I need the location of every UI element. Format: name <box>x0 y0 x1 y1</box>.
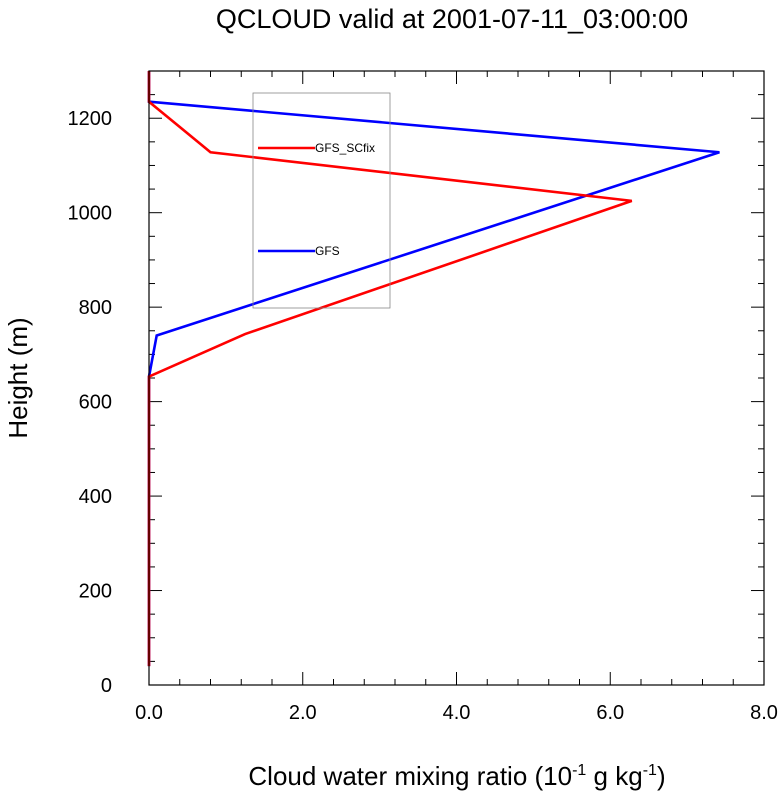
series-lines <box>147 71 720 667</box>
legend-label-gfs-scfix: GFS_SCfix <box>315 141 375 155</box>
x-axis-label-end: ) <box>657 761 666 791</box>
series-line-gfs <box>147 71 720 667</box>
legend: GFS_SCfix GFS <box>252 92 391 309</box>
x-tick-label: 8.0 <box>750 702 778 724</box>
axis-ticks <box>148 70 765 686</box>
x-tick-label: 2.0 <box>289 702 317 724</box>
y-tick-label: 200 <box>79 581 112 603</box>
x-axis-label-middle: g kg <box>586 761 642 791</box>
y-tick-label: 600 <box>79 392 112 414</box>
y-tick-label: 1200 <box>68 108 113 130</box>
x-axis-label-exponent-2: -1 <box>643 762 657 779</box>
y-axis-label: Height (m) <box>3 317 33 438</box>
chart-title: QCLOUD valid at 2001-07-11_03:00:00 <box>216 4 688 34</box>
y-tick-label: 0 <box>101 675 112 697</box>
legend-box <box>252 92 391 309</box>
x-axis-label-main: Cloud water mixing ratio (10 <box>248 761 572 791</box>
x-axis-label: Cloud water mixing ratio (10-1 g kg-1) <box>248 761 665 791</box>
x-tick-label: 0.0 <box>135 702 163 724</box>
x-tick-label: 4.0 <box>443 702 471 724</box>
y-tick-label: 800 <box>79 297 112 319</box>
legend-label-gfs: GFS <box>315 244 340 258</box>
x-axis-label-exponent-1: -1 <box>572 762 586 779</box>
y-tick-label: 400 <box>79 486 112 508</box>
y-tick-labels: 0 200 400 600 800 1000 1200 <box>68 108 113 697</box>
x-tick-label: 6.0 <box>596 702 624 724</box>
y-tick-label: 1000 <box>68 203 113 225</box>
x-tick-labels: 0.0 2.0 4.0 6.0 8.0 <box>135 702 778 724</box>
plot-frame <box>148 70 765 686</box>
